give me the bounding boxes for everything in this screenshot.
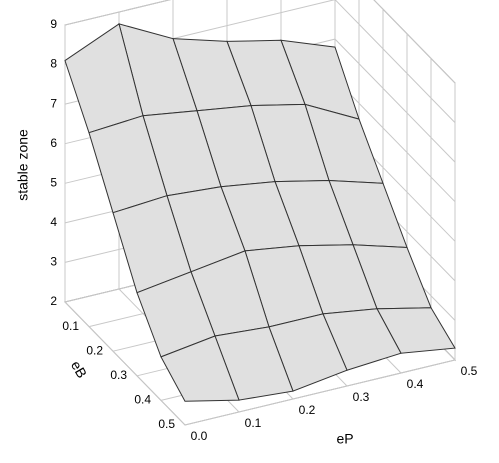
z-tick-label: 2 (50, 294, 57, 308)
z-tick-label: 3 (50, 255, 57, 269)
x-tick-label: 0.4 (407, 377, 424, 391)
y-tick-label: 0.3 (110, 368, 127, 382)
y-tick-label: 0.1 (62, 319, 79, 333)
x-tick-label: 0.3 (353, 390, 370, 404)
surface-patch (160, 335, 240, 402)
x-tick-label: 0.1 (245, 416, 262, 430)
x-tick-label: 0.5 (461, 364, 478, 378)
x-tick-label: 0.0 (191, 429, 208, 443)
z-tick-label: 4 (50, 215, 57, 229)
z-tick-label: 7 (50, 96, 57, 110)
z-tick-label: 6 (50, 136, 57, 150)
y-tick-label: 0.4 (134, 393, 151, 407)
y-tick-label: 0.2 (86, 343, 103, 357)
y-axis-title: eB (68, 358, 90, 381)
z-tick-label: 9 (50, 17, 57, 31)
z-axis-title: stable zone (15, 129, 31, 201)
z-tick-label: 8 (50, 57, 57, 71)
grid-line (64, 25, 186, 426)
x-tick-label: 0.2 (299, 403, 316, 417)
y-tick-label: 0.5 (158, 417, 175, 431)
grid-line (64, 0, 456, 84)
z-tick-label: 5 (50, 175, 57, 189)
grid-line (184, 83, 456, 426)
x-axis-title: eP (336, 431, 353, 447)
